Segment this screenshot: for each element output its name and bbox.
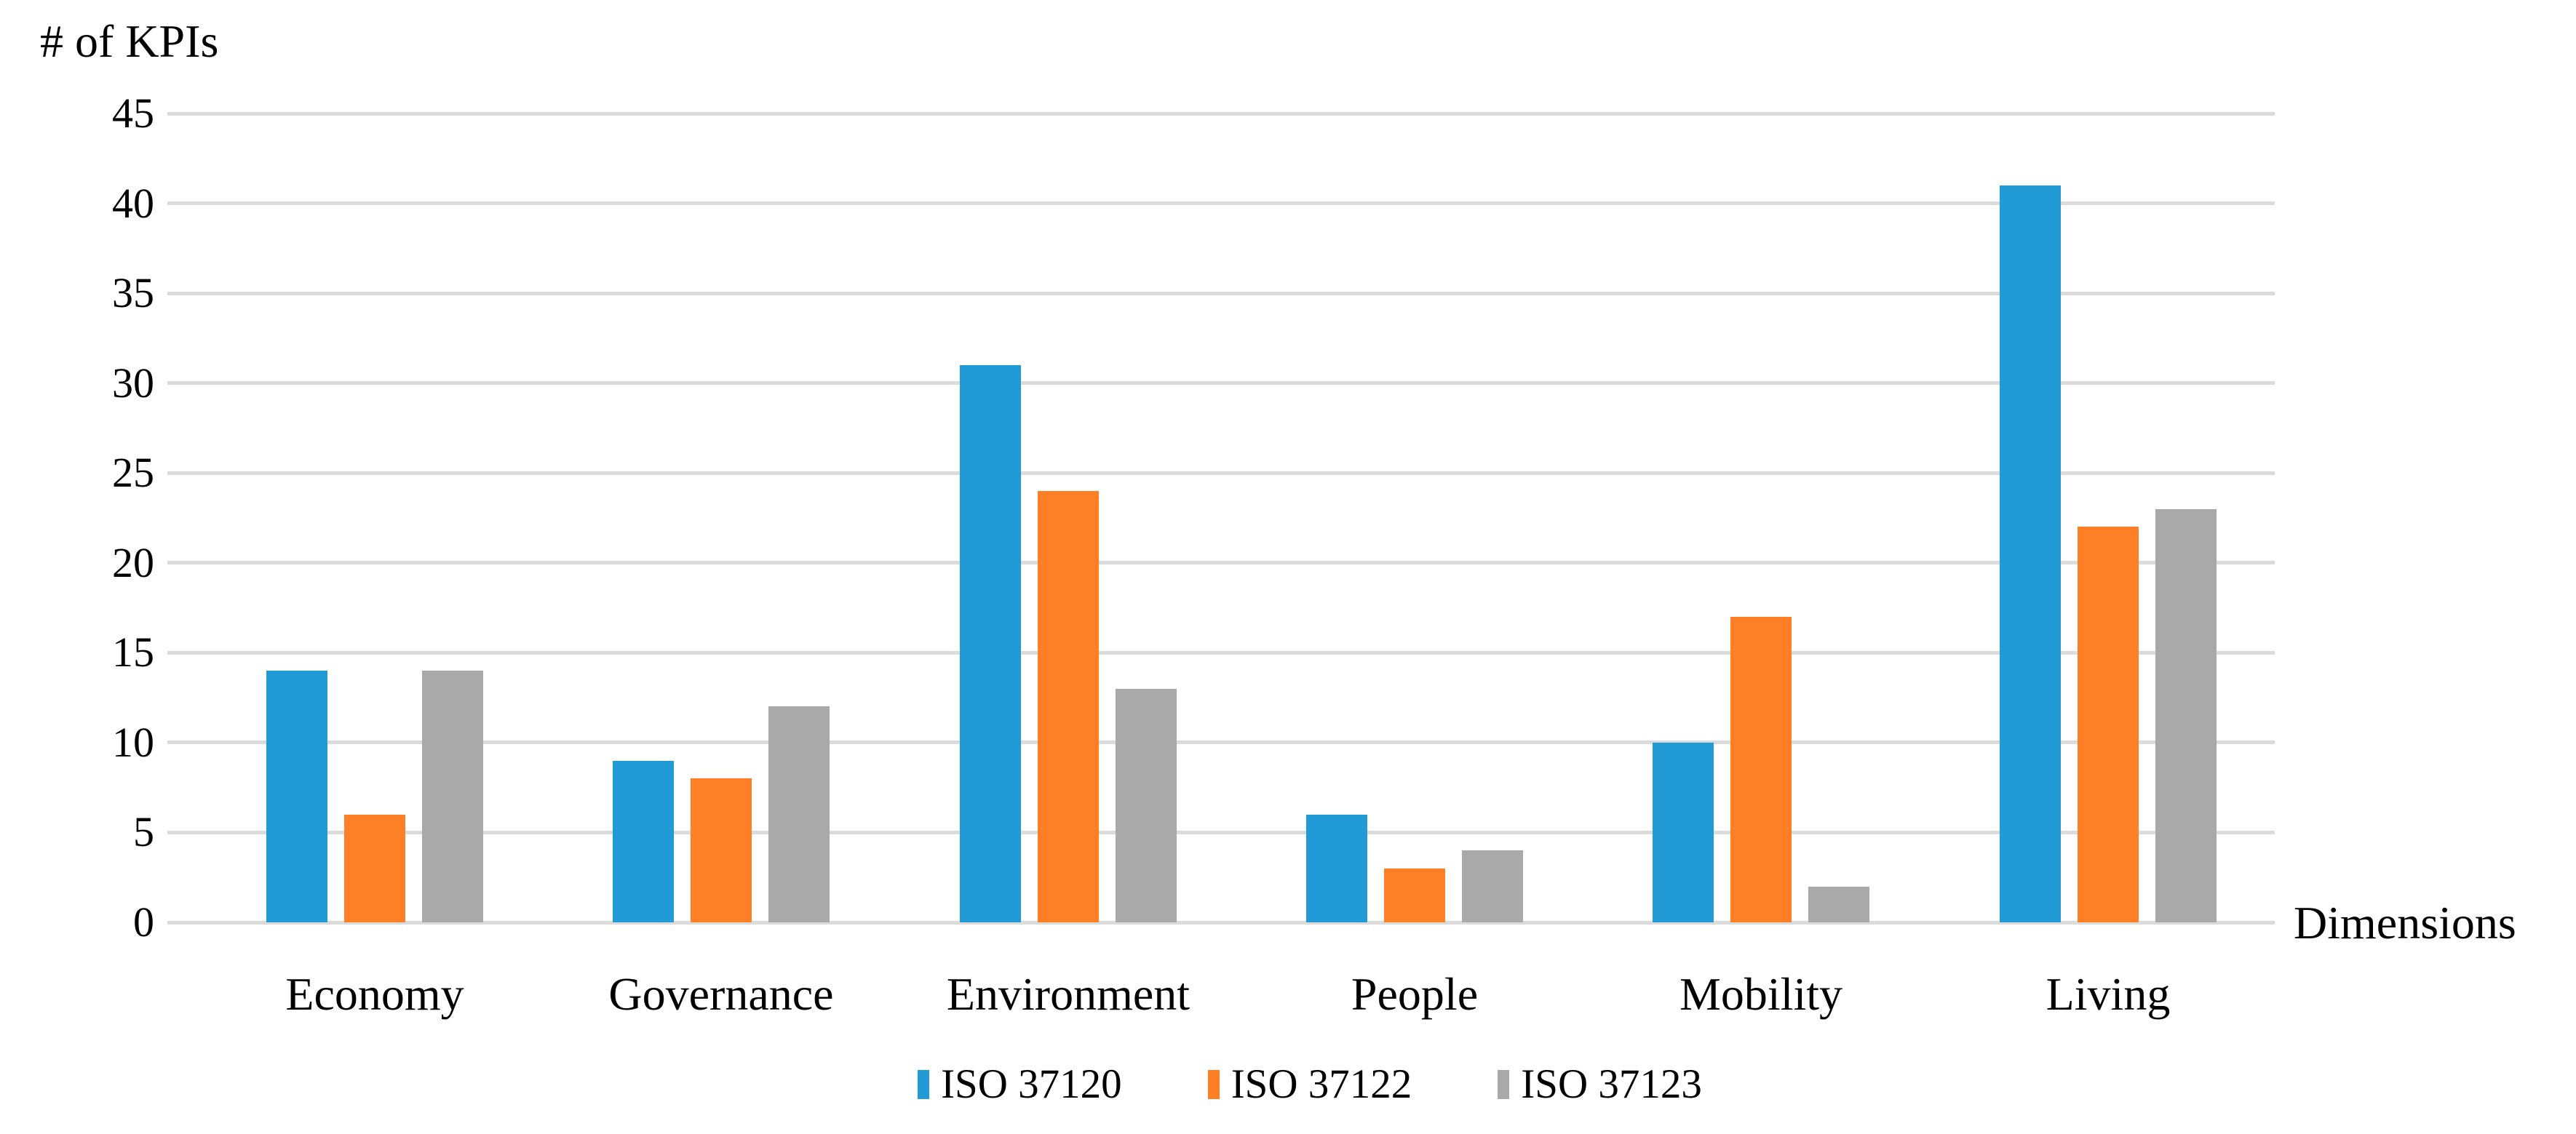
- bar-group-mobility: [1653, 113, 1869, 922]
- bar-iso-37122-governance: [691, 778, 752, 922]
- legend-swatch-icon: [1207, 1069, 1220, 1099]
- bar-iso-37120-environment: [960, 364, 1021, 922]
- x-category-label-environment: Environment: [946, 968, 1190, 1020]
- y-tick-label: 15: [112, 628, 154, 676]
- gridline: [167, 650, 2275, 655]
- bar-iso-37123-environment: [1116, 688, 1177, 922]
- legend-label: ISO 37120: [941, 1061, 1122, 1107]
- gridline: [167, 111, 2275, 116]
- gridline: [167, 381, 2275, 386]
- bar-iso-37123-people: [1462, 850, 1523, 922]
- bar-iso-37120-economy: [266, 671, 327, 922]
- legend-item-iso-37123: ISO 37123: [1498, 1063, 1702, 1105]
- bar-iso-37120-people: [1306, 814, 1367, 922]
- legend-item-iso-37122: ISO 37122: [1207, 1061, 1412, 1107]
- bar-iso-37122-living: [2078, 527, 2139, 922]
- y-tick-label: 35: [112, 269, 154, 317]
- bar-iso-37123-living: [2155, 508, 2217, 922]
- gridline: [167, 920, 2275, 925]
- gridline: [167, 471, 2275, 475]
- legend-label: ISO 37123: [1521, 1061, 1702, 1107]
- bar-iso-37120-governance: [613, 760, 674, 922]
- bar-iso-37120-living: [2000, 185, 2061, 922]
- y-tick-label: 25: [112, 449, 154, 497]
- plot-area: [167, 111, 2275, 925]
- x-category-label-living: Living: [2046, 968, 2171, 1020]
- bar-group-environment: [960, 113, 1177, 922]
- y-tick-label: 5: [133, 808, 154, 856]
- legend-swatch-icon: [1498, 1069, 1510, 1099]
- legend-label: ISO 37122: [1231, 1061, 1412, 1107]
- gridline: [167, 201, 2275, 206]
- chart-legend: ISO 37120 ISO 37122 ISO 37123: [706, 1063, 1914, 1105]
- bar-iso-37123-mobility: [1808, 886, 1869, 922]
- x-category-label-people: People: [1351, 968, 1479, 1020]
- y-tick-label: 0: [133, 898, 154, 946]
- bar-iso-37122-environment: [1038, 490, 1099, 922]
- gridline: [167, 740, 2275, 745]
- y-tick-label: 30: [112, 359, 154, 407]
- legend-item-iso-37120: ISO 37120: [918, 1063, 1122, 1105]
- bar-iso-37120-mobility: [1653, 742, 1714, 922]
- bar-iso-37123-economy: [422, 671, 483, 922]
- legend-swatch-icon: [918, 1069, 930, 1099]
- bar-iso-37123-governance: [768, 706, 830, 922]
- bar-iso-37122-people: [1384, 868, 1445, 922]
- x-category-label-economy: Economy: [285, 968, 464, 1020]
- x-category-label-governance: Governance: [608, 968, 834, 1020]
- bar-iso-37122-mobility: [1730, 616, 1792, 922]
- bar-iso-37122-economy: [344, 814, 405, 922]
- x-axis-title: Dimensions: [2294, 897, 2516, 949]
- bar-group-living: [2000, 113, 2217, 922]
- y-tick-label: 10: [112, 718, 154, 766]
- gridline: [167, 830, 2275, 834]
- bar-group-economy: [266, 113, 483, 922]
- y-tick-label: 45: [112, 89, 154, 137]
- x-category-label-mobility: Mobility: [1679, 968, 1843, 1020]
- y-tick-label: 40: [112, 179, 154, 227]
- gridline: [167, 561, 2275, 565]
- y-tick-label: 20: [112, 538, 154, 586]
- y-axis-title: # of KPIs: [40, 15, 219, 67]
- gridline: [167, 291, 2275, 295]
- bar-group-governance: [613, 113, 830, 922]
- bar-group-people: [1306, 113, 1523, 922]
